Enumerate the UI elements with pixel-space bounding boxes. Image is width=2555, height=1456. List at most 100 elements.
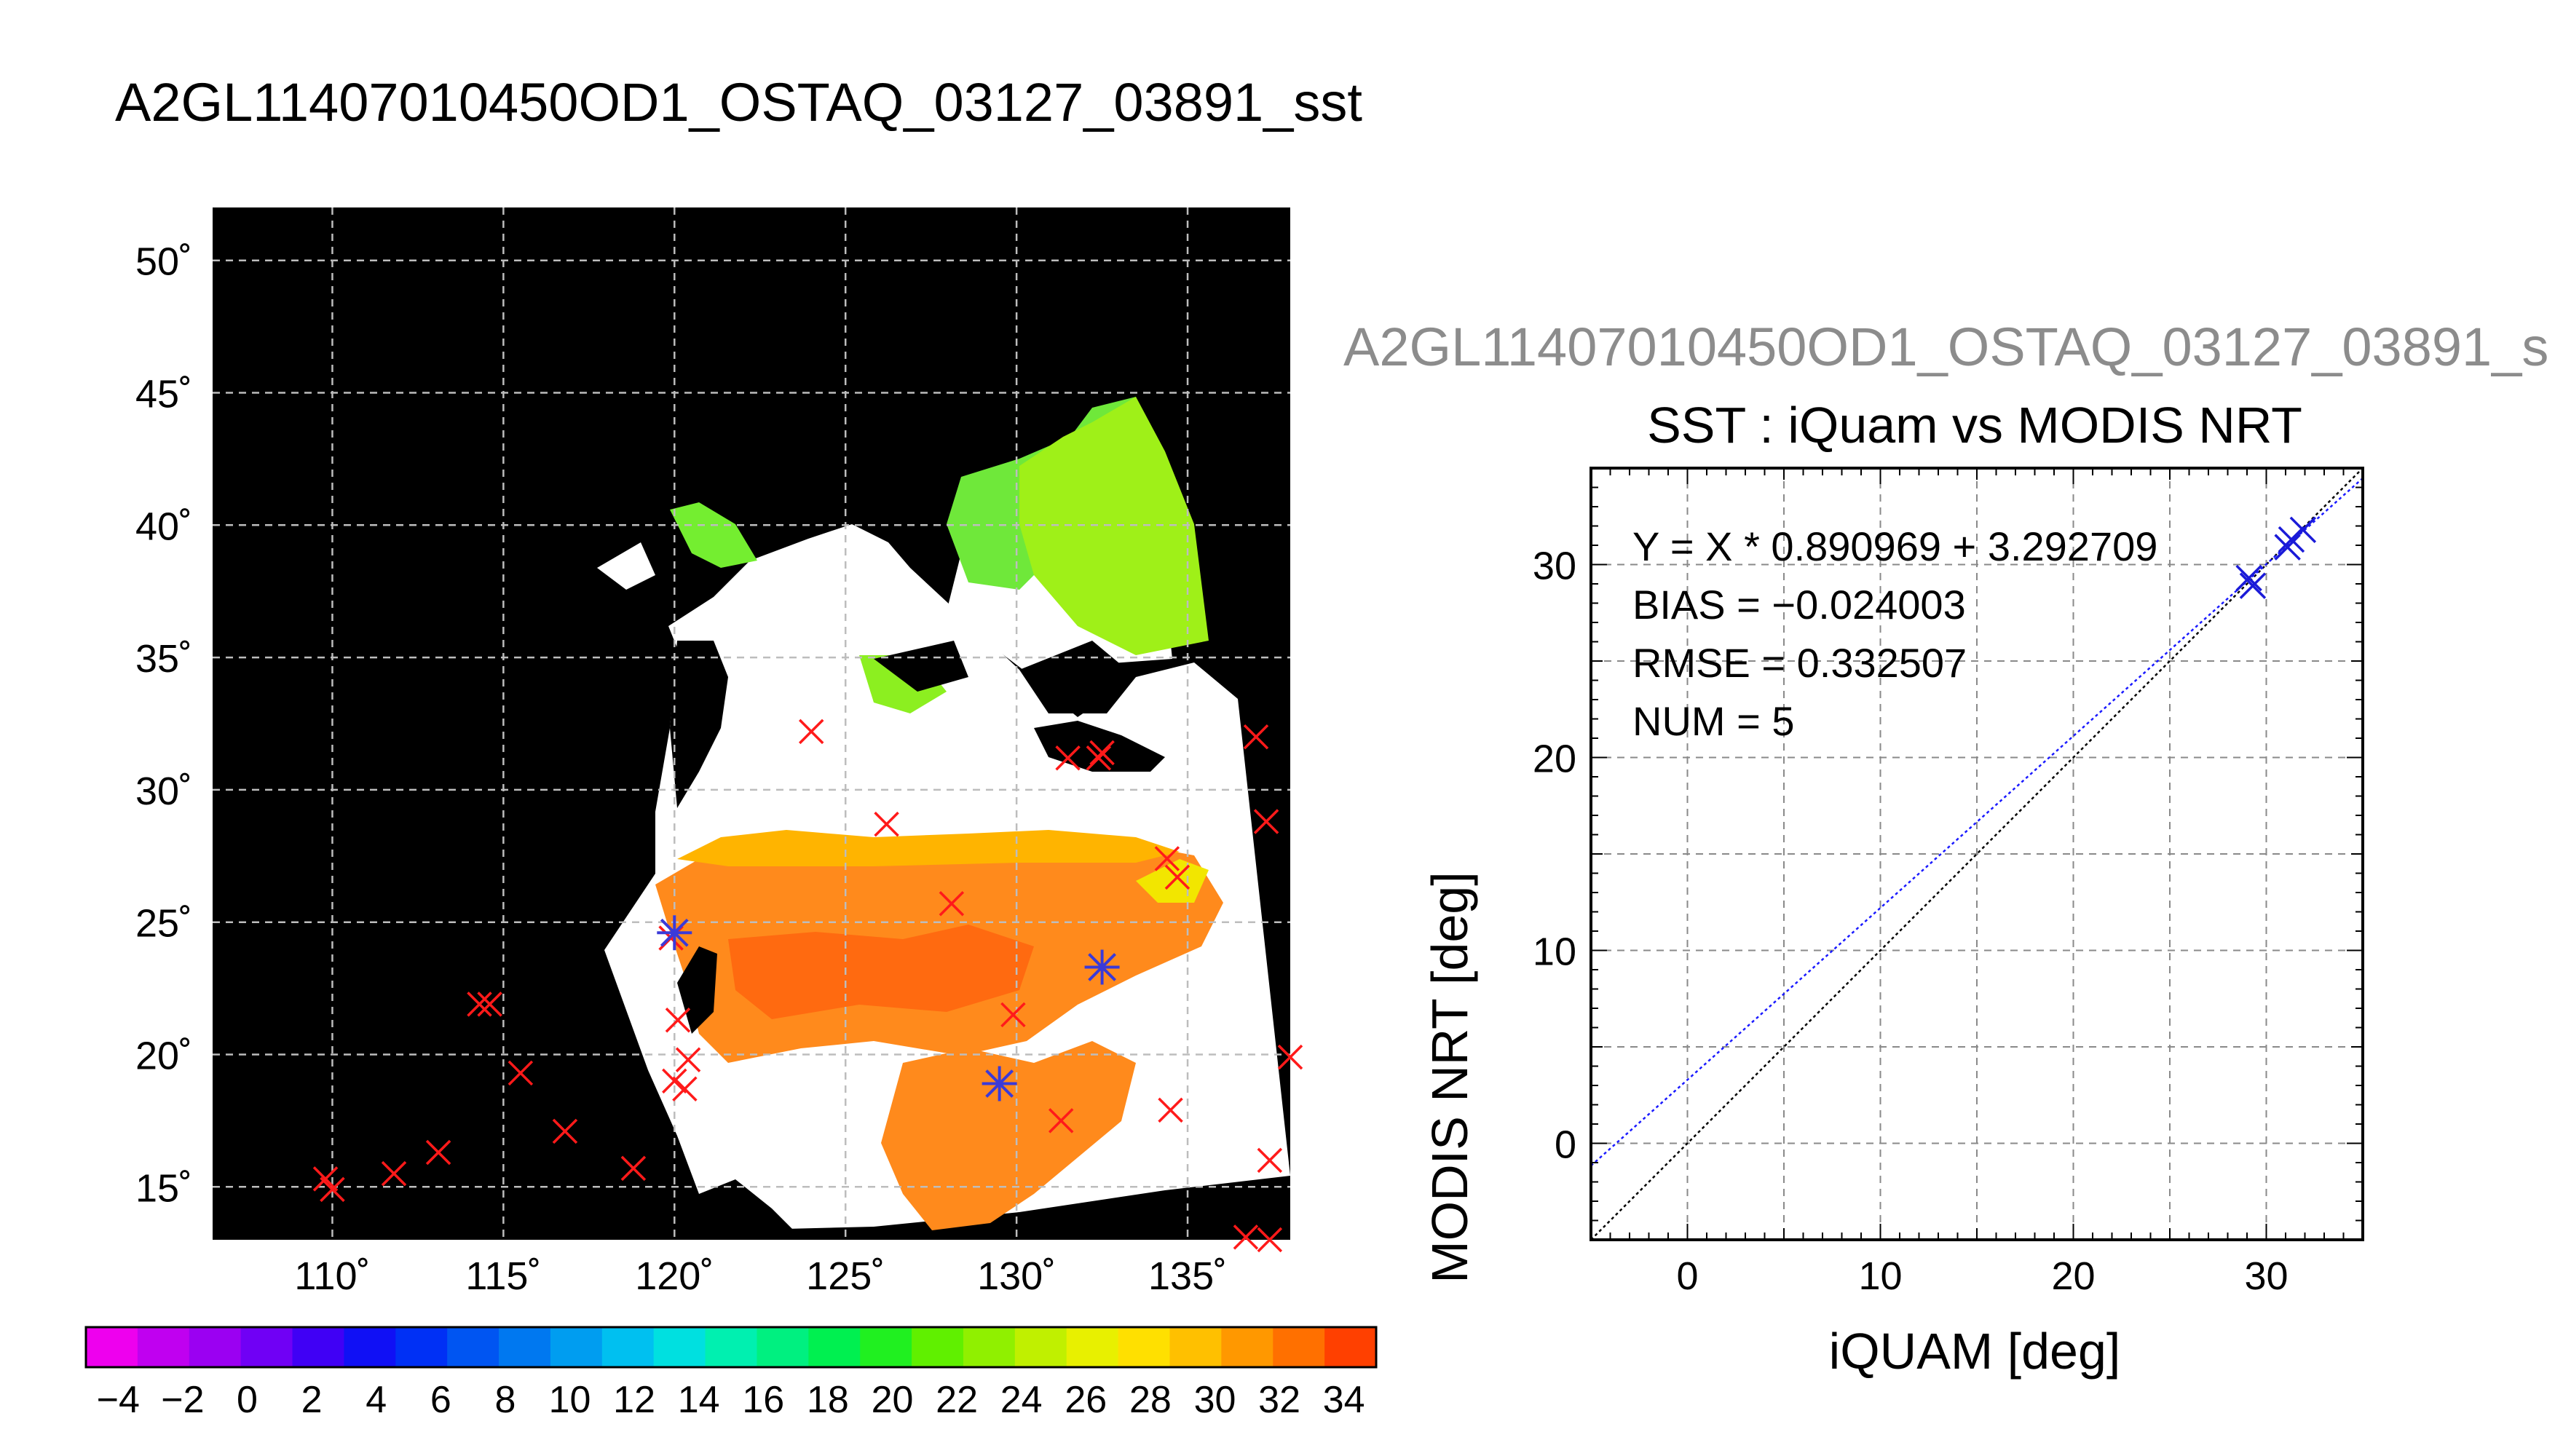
map-tick-labels: 110˚ 115˚ 120˚ 125˚ 130˚ 135˚ 15˚ 20˚ 25˚ 30˚ 35˚ 4…: [135, 240, 1227, 1298]
colorbar-segment: [601, 1327, 655, 1367]
map-marker-red: [672, 1076, 698, 1101]
colorbar-tick-label: 2: [301, 1379, 323, 1421]
map-marker-red: [620, 1155, 647, 1182]
colorbar-tick-label: 4: [366, 1379, 387, 1421]
map-lat-tick-label: 20˚: [135, 1034, 192, 1077]
land-east-green: [1019, 397, 1209, 655]
colorbar-segment: [860, 1327, 912, 1367]
colorbar-tick-label: 22: [936, 1379, 978, 1421]
scatter-y-tick-label: 0: [1555, 1123, 1576, 1167]
colorbar-segment: [1118, 1327, 1171, 1367]
map-marker-red: [508, 1060, 534, 1086]
colorbar-tick-label: 16: [742, 1379, 784, 1421]
map-lon-tick-label: 110˚: [294, 1254, 370, 1298]
identity-line: [1590, 467, 2364, 1241]
figure-title: A2GL11407010450OD1_OSTAQ_03127_03891_sst: [115, 72, 1362, 132]
map-marker-red: [675, 1047, 701, 1072]
scatter-stats: Y = X * 0.890969 + 3.292709 BIAS = −0.02…: [1632, 523, 2157, 744]
scatter-y-tick-label: 30: [1533, 545, 1576, 588]
map-marker-red: [665, 1007, 691, 1033]
land-korea-south: [874, 641, 968, 692]
scatter-x-tick-label: 20: [2051, 1254, 2095, 1298]
colorbar-tick-label: 30: [1194, 1379, 1236, 1421]
colorbar-tick-label: −4: [97, 1379, 140, 1421]
colorbar-tick-label: 18: [807, 1379, 849, 1421]
colorbar-tick-label: 28: [1129, 1379, 1172, 1421]
map-marker-red: [425, 1139, 451, 1166]
colorbar-tick-label: 0: [237, 1379, 258, 1421]
colorbar-tick-label: 32: [1258, 1379, 1300, 1421]
land-luzon: [699, 1179, 801, 1238]
scatter-lines: [1590, 467, 2364, 1241]
map-marker-red: [312, 1166, 339, 1192]
colorbar-segment: [912, 1327, 964, 1367]
map-marker-red: [1253, 809, 1279, 834]
colorbar-segment: [757, 1327, 809, 1367]
map-lon-tick-label: 125˚: [806, 1254, 885, 1298]
map-marker-red: [1154, 846, 1180, 871]
colorbar-tick-label: 8: [494, 1379, 516, 1421]
scatter-title: SST : iQuam vs MODIS NRT: [1647, 397, 2302, 454]
scatter-file-title: A2GL11407010450OD1_OSTAQ_03127_03891_s: [1343, 317, 2549, 377]
colorbar-segment: [705, 1327, 758, 1367]
stats-num: NUM = 5: [1632, 698, 1795, 744]
map-marker-red: [1086, 745, 1112, 771]
scatter-points: [2235, 516, 2317, 599]
map-marker-red: [1257, 1147, 1283, 1174]
map-lon-tick-label: 130˚: [977, 1254, 1056, 1298]
map-lat-tick-label: 15˚: [135, 1166, 192, 1210]
map-marker-red: [552, 1118, 578, 1144]
colorbar-tick-label: 14: [678, 1379, 720, 1421]
scatter-point: [2274, 534, 2301, 561]
map-lat-tick-label: 30˚: [135, 769, 192, 813]
map-marker-red: [1257, 1227, 1283, 1253]
colorbar-tick-label: 20: [872, 1379, 914, 1421]
sst-map: 110˚ 115˚ 120˚ 125˚ 130˚ 135˚ 15˚ 20˚ 25˚ 30˚ 35˚ 4…: [84, 207, 1378, 1421]
scatter-grid: [1591, 468, 2363, 1240]
map-lat-tick-label: 35˚: [135, 637, 192, 681]
sst-yellow-band: [677, 830, 1180, 866]
scatter-point: [2239, 572, 2267, 599]
map-marker-red: [320, 1176, 345, 1203]
land-coast: [670, 641, 728, 808]
map-marker-red: [874, 811, 899, 837]
scatter-y-tick-label: 20: [1533, 737, 1576, 781]
colorbar-segment: [1273, 1327, 1325, 1367]
map-lon-tick-label: 135˚: [1148, 1254, 1227, 1298]
colorbar-tick-label: −2: [161, 1379, 204, 1421]
map-grid: [213, 207, 1290, 1240]
sst-colorbar: −4 −2 0 2 4 6 8 10 12 14 16 18 20 22 24 26 28 30 32 34: [84, 1326, 1378, 1421]
colorbar-segment: [499, 1327, 551, 1367]
sst-south-region: [881, 1041, 1136, 1230]
map-marker-red: [1089, 740, 1115, 766]
land-japan: [1019, 641, 1136, 713]
map-marker-red: [1055, 745, 1081, 771]
colorbar-segment: [344, 1327, 396, 1367]
colorbar-tick-label: 10: [549, 1379, 591, 1421]
colorbar-tick-label: 6: [430, 1379, 451, 1421]
map-marker-red: [939, 891, 965, 917]
map-marker-blue: [1084, 949, 1120, 985]
colorbar-segment: [808, 1327, 861, 1367]
colorbar-tick-label: 34: [1323, 1379, 1365, 1421]
colorbar-segment: [653, 1327, 706, 1367]
scatter-x-tick-label: 0: [1676, 1254, 1698, 1298]
colorbar-segment: [1169, 1327, 1222, 1367]
land-korea-green: [670, 502, 757, 568]
scatter-x-tick-label: 30: [2244, 1254, 2288, 1298]
scatter-point: [2278, 526, 2305, 553]
map-marker-blue: [657, 915, 692, 951]
scatter-y-label: MODIS NRT [deg]: [1421, 871, 1478, 1283]
map-markers: [312, 719, 1303, 1253]
colorbar-segment: [292, 1327, 344, 1367]
colorbar-segment: [240, 1327, 293, 1367]
colorbar-frame: [84, 1326, 1378, 1369]
map-marker-red: [662, 1068, 687, 1094]
colorbar-tick-label: 26: [1065, 1379, 1107, 1421]
map-marker-red: [1164, 864, 1190, 890]
sst-hot-region: [728, 925, 1034, 1019]
map-lon-tick-label: 120˚: [635, 1254, 714, 1298]
cloud-bohai: [597, 542, 655, 590]
stats-equation: Y = X * 0.890969 + 3.292709: [1632, 523, 2157, 569]
stats-bias: BIAS = −0.024003: [1632, 582, 1966, 628]
